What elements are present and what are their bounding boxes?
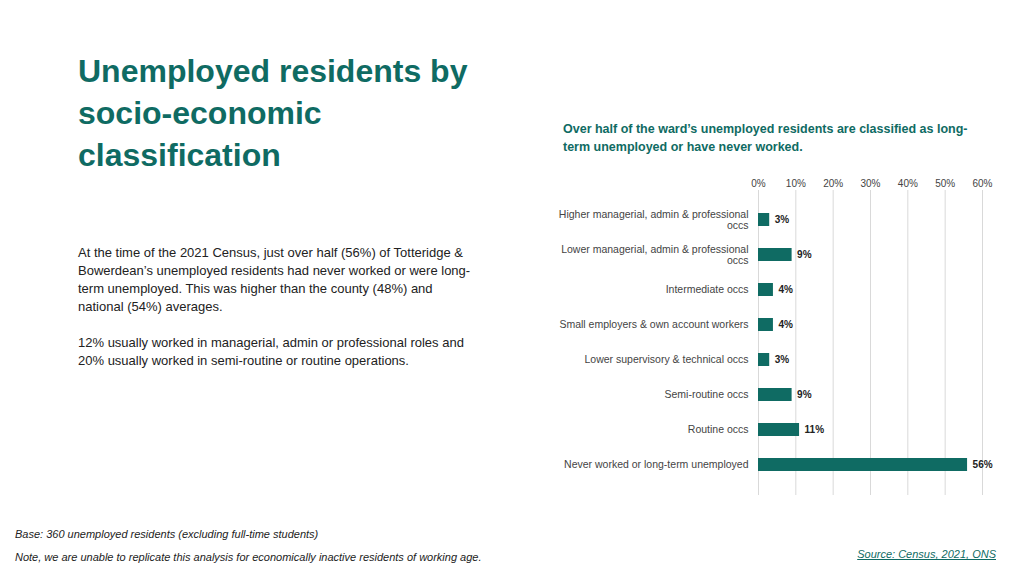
svg-text:Lower supervisory & technical: Lower supervisory & technical occs — [585, 353, 749, 365]
html-text:Note, we are unable to replica: Note, we are unable to replicate this an… — [15, 551, 482, 563]
svg-text:4%: 4% — [778, 284, 793, 295]
html-text:Base: 360 unemployed residents: Base: 360 unemployed residents (excludin… — [15, 528, 319, 540]
svg-text:60%: 60% — [972, 178, 992, 189]
svg-text:Never worked or long-term unem: Never worked or long-term unemployed — [564, 458, 749, 470]
svg-text:20%: 20% — [823, 178, 843, 189]
svg-text:Semi-routine occs: Semi-routine occs — [664, 388, 748, 400]
html-text:12% usually worked in manageri: 12% usually worked in managerial, admin … — [78, 335, 464, 368]
svg-text:40%: 40% — [898, 178, 918, 189]
svg-text:9%: 9% — [797, 389, 812, 400]
html-text:Unemployed residents by socio-: Unemployed residents by socio-economic c… — [78, 53, 468, 173]
svg-text:4%: 4% — [778, 319, 793, 330]
svg-text:3%: 3% — [775, 354, 790, 365]
svg-text:0%: 0% — [751, 178, 766, 189]
svg-text:50%: 50% — [935, 178, 955, 189]
svg-text:9%: 9% — [797, 249, 812, 260]
svg-text:Routine occs: Routine occs — [688, 423, 749, 435]
svg-text:Intermediate occs: Intermediate occs — [666, 283, 749, 295]
svg-text:10%: 10% — [786, 178, 806, 189]
svg-text:56%: 56% — [973, 459, 993, 470]
svg-text:30%: 30% — [860, 178, 880, 189]
svg-text:Small employers & own account: Small employers & own account workers — [559, 318, 748, 330]
html-text:Over half of the ward’s unempl: Over half of the ward’s unemployed resid… — [563, 122, 968, 154]
svg-text:11%: 11% — [805, 424, 825, 435]
svg-text:Lower managerial, admin & prof: Lower managerial, admin & professionaloc… — [561, 243, 748, 265]
svg-text:3%: 3% — [775, 214, 790, 225]
html-text:Source: Census, 2021, ONS: Source: Census, 2021, ONS — [857, 548, 996, 560]
html-text:At the time of the 2021 Census: At the time of the 2021 Census, just ove… — [78, 245, 471, 314]
svg-text:Higher managerial, admin & pro: Higher managerial, admin & professionalo… — [559, 208, 749, 231]
